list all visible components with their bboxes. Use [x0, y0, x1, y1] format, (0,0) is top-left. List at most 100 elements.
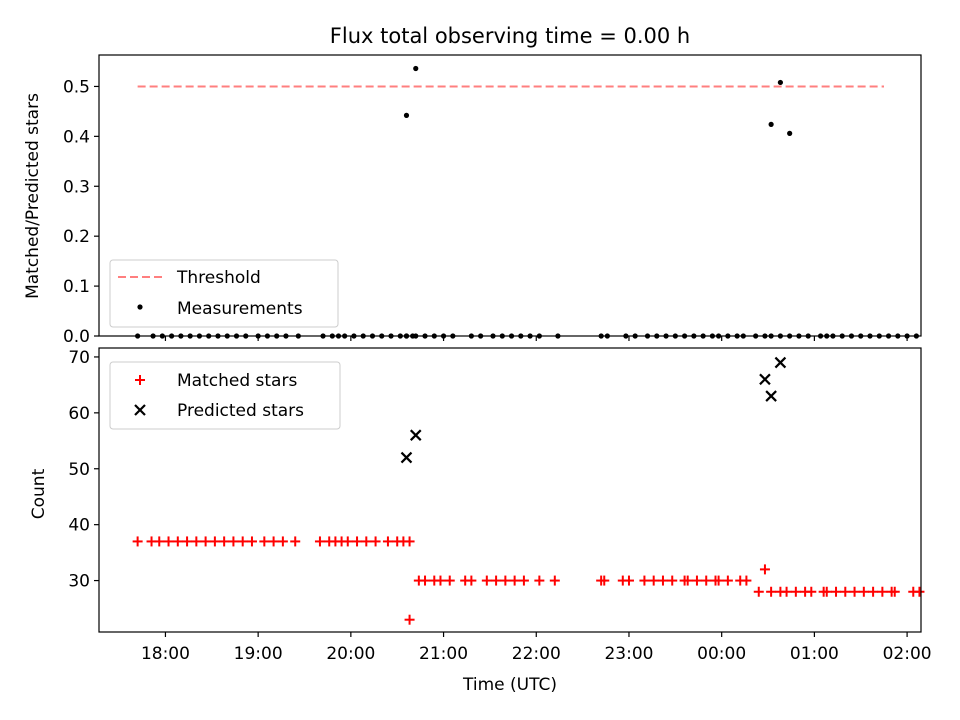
- top-axes-frame: [98, 54, 922, 337]
- matched-star-point: [639, 575, 650, 586]
- matched-star-point: [831, 586, 842, 597]
- matched-star-point: [713, 575, 724, 586]
- matched-star-point: [228, 536, 239, 547]
- matched-star-point: [491, 575, 502, 586]
- matched-star-point: [509, 575, 520, 586]
- matched-star-point: [163, 536, 174, 547]
- matched-star-point: [268, 536, 279, 547]
- matched-star-point: [237, 536, 248, 547]
- legend-matched-label: Matched stars: [177, 371, 297, 391]
- y-tick-label: 0.5: [63, 77, 90, 97]
- y-tick-label: 0.0: [63, 327, 90, 347]
- matched-star-point: [209, 536, 220, 547]
- top-y-axis-label: Matched/Predicted stars: [23, 93, 43, 299]
- y-tick-label: 0.3: [63, 177, 90, 197]
- matched-star-point: [435, 575, 446, 586]
- matched-star-point: [741, 575, 752, 586]
- measurement-point: [777, 79, 783, 86]
- legend-predicted-swatch: [134, 404, 146, 416]
- matched-star-point: [759, 564, 770, 575]
- measurement-point: [787, 130, 793, 136]
- matched-star-point: [132, 536, 143, 547]
- matched-star-point: [534, 575, 545, 586]
- predicted-star-point-b: [774, 356, 787, 369]
- measurement-point: [768, 121, 774, 127]
- top-y-ticks: 0.0 0.1 0.2 0.3 0.4 0.5: [63, 77, 99, 347]
- predicted-stars-series: [400, 356, 787, 464]
- x-tick-label: 20:00: [326, 644, 375, 664]
- x-tick-label: 01:00: [790, 644, 839, 664]
- predicted-star-point: [400, 451, 413, 464]
- matched-star-point: [404, 536, 415, 547]
- bottom-axes-frame: [98, 347, 922, 633]
- bottom-x-ticks: 18:00 19:00 20:00 21:00 22:00 23:00 00:00 01:00…: [141, 632, 932, 664]
- legend-predicted-marker-b: [134, 404, 146, 416]
- matched-star-point: [500, 575, 511, 586]
- matched-star-point: [481, 575, 492, 586]
- y-tick-label: 50: [68, 460, 90, 480]
- y-tick-label: 0.4: [63, 127, 90, 147]
- matched-star-point: [466, 575, 477, 586]
- y-tick-label: 60: [68, 404, 90, 424]
- matched-star-point: [657, 575, 668, 586]
- matched-star-point: [277, 536, 288, 547]
- x-tick-label: 19:00: [234, 644, 283, 664]
- matched-star-point: [849, 586, 860, 597]
- predicted-star-point: [765, 390, 777, 402]
- legend-measurements-label: Measurements: [177, 299, 303, 319]
- matched-star-point: [806, 586, 817, 597]
- legend-measurements-swatch: [137, 304, 143, 310]
- matched-star-point: [352, 536, 363, 547]
- matched-star-point: [790, 586, 801, 597]
- matched-star-point: [444, 575, 455, 586]
- measurement-point: [403, 112, 410, 118]
- measurement-point: [413, 65, 419, 72]
- legend-matched-marker: [135, 375, 145, 385]
- matched-star-point: [858, 586, 869, 597]
- matched-star-point: [599, 575, 610, 586]
- matched-star-point: [722, 575, 733, 586]
- matched-star-point: [404, 614, 415, 625]
- matched-star-point: [701, 575, 712, 586]
- matched-star-point: [182, 536, 193, 547]
- predicted-star-point-b: [765, 390, 777, 402]
- predicted-star-point: [759, 373, 771, 386]
- x-tick-label: 02:00: [883, 644, 932, 664]
- matched-star-point: [623, 575, 634, 586]
- matched-star-point: [420, 575, 431, 586]
- matched-star-point: [361, 536, 372, 547]
- matched-star-point: [370, 536, 381, 547]
- y-tick-label: 70: [68, 348, 90, 368]
- matched-star-point: [246, 536, 257, 547]
- y-tick-label: 0.1: [63, 277, 90, 297]
- x-tick-label: 00:00: [697, 644, 746, 664]
- matched-star-point: [682, 575, 693, 586]
- matched-star-point: [259, 536, 270, 547]
- matched-star-point: [219, 536, 230, 547]
- y-tick-label: 40: [68, 516, 90, 536]
- matched-star-point: [840, 586, 851, 597]
- matched-star-point: [549, 575, 560, 586]
- matched-star-point: [382, 536, 393, 547]
- bottom-axes: 30 40 50 60 70 18:00 19:00 20:00 21:00 22:00 23:0…: [29, 347, 932, 695]
- matched-star-point: [154, 536, 165, 547]
- predicted-star-point: [409, 429, 422, 441]
- predicted-star-point-b: [409, 429, 422, 441]
- bottom-y-axis-label: Count: [29, 468, 49, 519]
- bottom-y-ticks: 30 40 50 60 70: [68, 348, 99, 592]
- predicted-star-point: [774, 356, 787, 369]
- top-axes: 0.0 0.1 0.2 0.3 0.4 0.5 Matched/Predicted sta…: [23, 54, 922, 347]
- matched-star-point: [342, 536, 353, 547]
- top-legend-box: [109, 259, 339, 328]
- legend-predicted-label: Predicted stars: [177, 401, 304, 421]
- matched-star-point: [889, 586, 900, 597]
- x-tick-label: 21:00: [419, 644, 468, 664]
- matched-star-point: [691, 575, 702, 586]
- y-tick-label: 0.2: [63, 227, 90, 247]
- top-x-ticks: [164, 336, 908, 341]
- matched-star-point: [314, 536, 325, 547]
- matched-star-point: [914, 586, 925, 597]
- bottom-legend-box: [109, 361, 341, 430]
- matched-star-point: [648, 575, 659, 586]
